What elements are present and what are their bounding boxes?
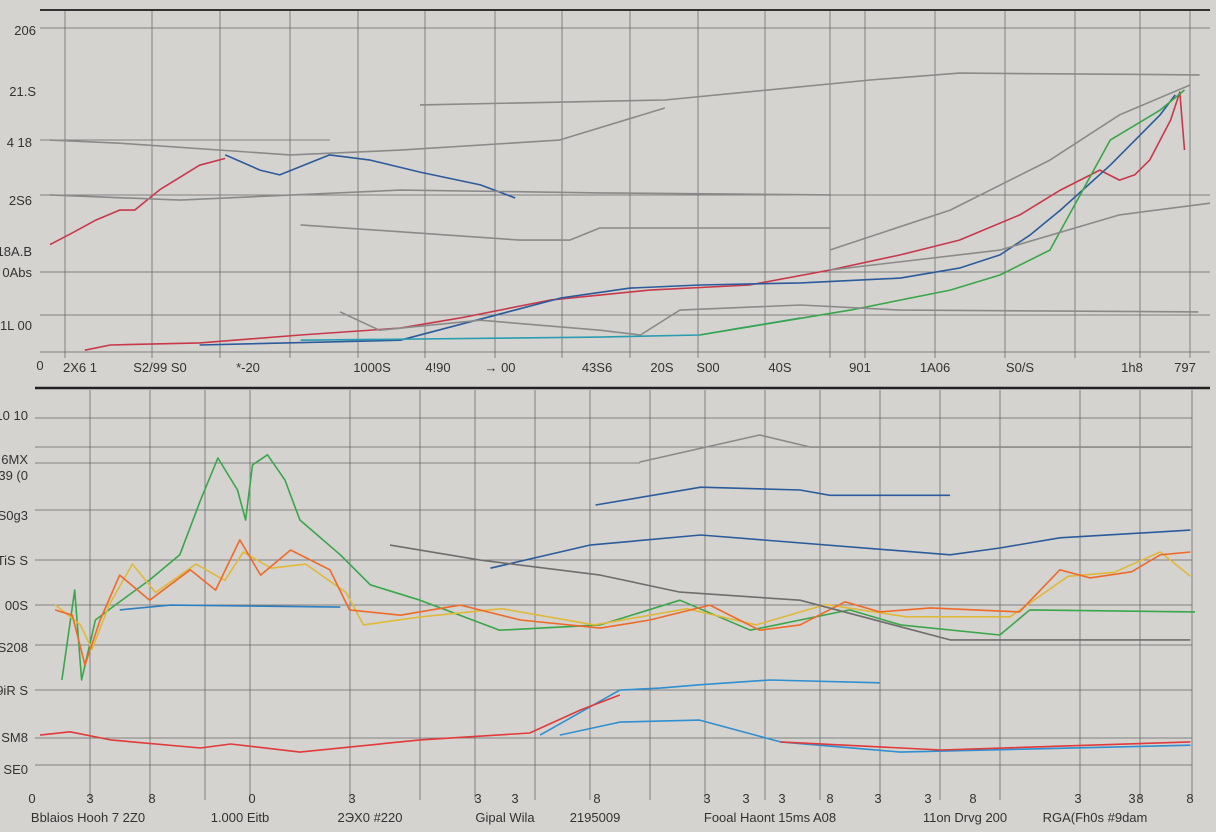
x-tick-label: 8 xyxy=(593,791,600,806)
y-tick-label: 4 18 xyxy=(7,135,32,150)
x-group-label: 2195009 xyxy=(570,810,621,825)
series-line-1 xyxy=(61,453,1196,681)
series-line-11 xyxy=(829,84,1191,251)
y-tick-label: 9iR S xyxy=(0,683,28,698)
series-line-5 xyxy=(490,529,1191,569)
x-tick-label: 1h8 xyxy=(1121,360,1143,375)
y-tick-label: SM8 xyxy=(1,730,28,745)
x-tick-label: S0/S xyxy=(1006,360,1035,375)
series-line-9 xyxy=(539,679,880,736)
x-tick-label: 3 xyxy=(1074,791,1081,806)
series-line-10 xyxy=(300,224,830,241)
x-tick-label: *-20 xyxy=(236,360,260,375)
x-tick-label: 3 xyxy=(703,791,710,806)
series-line-4 xyxy=(119,604,341,611)
x-tick-label: 3 xyxy=(924,791,931,806)
series-line-7 xyxy=(639,434,1191,463)
series-line-4 xyxy=(199,94,1176,346)
series-line-7 xyxy=(419,72,1200,106)
x-group-label: RGA(Fh0s #9dam xyxy=(1043,810,1148,825)
x-tick-label: 0 xyxy=(248,791,255,806)
y-tick-label: 2S6 xyxy=(9,193,32,208)
y-tick-label: 18A.B xyxy=(0,244,32,259)
series-line-3 xyxy=(54,539,1191,666)
x-tick-label: 43S6 xyxy=(582,360,612,375)
x-tick-label: 3 xyxy=(1128,791,1135,806)
series-line-6 xyxy=(699,89,1186,336)
x-group-label: Gipal Wila xyxy=(475,810,535,825)
x-tick-label: → 00 xyxy=(484,360,515,375)
y-tick-label: TiS S xyxy=(0,553,28,568)
y-tick-label: 21.S xyxy=(9,84,36,99)
x-group-label: Fooal Haont 15ms A08 xyxy=(704,810,836,825)
x-tick-label: 0 xyxy=(28,791,35,806)
x-tick-label: 20S xyxy=(650,360,673,375)
series-line-8 xyxy=(389,544,1191,641)
x-group-label: 2ЭX0 #220 xyxy=(337,810,402,825)
x-tick-label: 8 xyxy=(826,791,833,806)
x-tick-label: S00 xyxy=(696,360,719,375)
y-tick-label: 10 10 xyxy=(0,408,28,423)
y-tick-label: S0g3 xyxy=(0,508,28,523)
x-tick-label: 8 xyxy=(1136,791,1143,806)
x-tick-label: 797 xyxy=(1174,360,1196,375)
series-line-2 xyxy=(54,551,1191,651)
y-tick-label: 6MX xyxy=(1,452,28,467)
x-tick-label: 1A06 xyxy=(920,360,950,375)
x-tick-label: S2/99 S0 xyxy=(133,360,187,375)
x-tick-label: 3 xyxy=(511,791,518,806)
series-line-12 xyxy=(829,202,1211,271)
series-line-2 xyxy=(224,154,516,199)
x-tick-label: 40S xyxy=(768,360,791,375)
x-tick-label: 2X6 1 xyxy=(63,360,97,375)
y-tick-label: SE0 xyxy=(3,762,28,777)
x-tick-label: 8 xyxy=(1186,791,1193,806)
x-tick-label: 3 xyxy=(778,791,785,806)
x-tick-label: 3 xyxy=(874,791,881,806)
panel-1: 206 21.S 4 18 2S6 18A.B 0Abs -1L 00 0 2X6 1 S2/99… xyxy=(0,9,1211,390)
x-group-label: 1.000 Eitb xyxy=(211,810,270,825)
x-tick-label: 0 xyxy=(36,358,43,373)
y-tick-label: S208 xyxy=(0,640,28,655)
x-tick-label: 1000S xyxy=(353,360,391,375)
y-tick-label: 0Abs xyxy=(2,265,32,280)
series-line-6 xyxy=(595,486,951,506)
series-line-12 xyxy=(780,741,1191,751)
series-line-3 xyxy=(84,91,1186,351)
y-tick-label: -1L 00 xyxy=(0,318,32,333)
x-tick-label: 4!90 xyxy=(425,360,450,375)
series-line-8 xyxy=(49,107,666,156)
series-line-1 xyxy=(49,157,226,246)
y-tick-label: 39 (0 xyxy=(0,468,28,483)
x-tick-label: 8 xyxy=(969,791,976,806)
series-line-9 xyxy=(49,189,830,201)
x-tick-label: 3 xyxy=(742,791,749,806)
x-tick-label: 901 xyxy=(849,360,871,375)
series-line-13 xyxy=(339,304,1199,336)
x-tick-label: 3 xyxy=(474,791,481,806)
series-line-10 xyxy=(559,719,1191,753)
x-group-label: Bblaios Hooh 7 2Z0 xyxy=(31,810,145,825)
x-tick-label: 3 xyxy=(86,791,93,806)
y-tick-label: 00S xyxy=(5,598,28,613)
x-tick-label: 8 xyxy=(148,791,155,806)
y-tick-label: 206 xyxy=(14,23,36,38)
x-tick-label: 3 xyxy=(348,791,355,806)
series-line-11 xyxy=(39,694,621,753)
x-group-label: 11on Drvg 200 xyxy=(923,810,1007,825)
